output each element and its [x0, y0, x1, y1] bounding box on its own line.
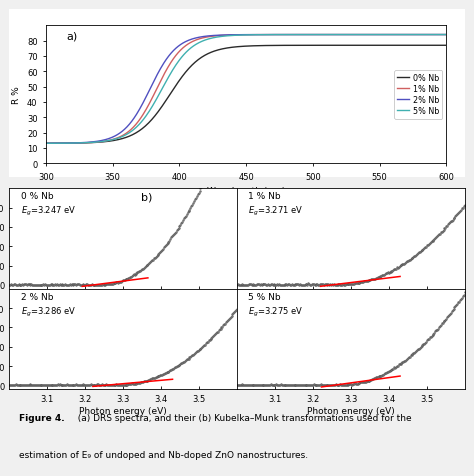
- Text: b): b): [141, 192, 153, 202]
- X-axis label: Photon energy (eV): Photon energy (eV): [79, 406, 167, 415]
- Text: $E_g$=3.275 eV: $E_g$=3.275 eV: [248, 305, 304, 318]
- Text: $E_g$=3.247 eV: $E_g$=3.247 eV: [21, 205, 76, 218]
- Text: 0 % Nb: 0 % Nb: [21, 192, 54, 201]
- X-axis label: Photon energy (eV): Photon energy (eV): [307, 406, 395, 415]
- Text: Figure 4.: Figure 4.: [18, 413, 64, 422]
- Text: 1 % Nb: 1 % Nb: [248, 192, 281, 201]
- Text: estimation of E₉ of undoped and Nb-doped ZnO nanostructures.: estimation of E₉ of undoped and Nb-doped…: [18, 450, 308, 459]
- Text: 5 % Nb: 5 % Nb: [248, 292, 281, 301]
- Text: $E_g$=3.286 eV: $E_g$=3.286 eV: [21, 305, 76, 318]
- Text: 2 % Nb: 2 % Nb: [21, 292, 54, 301]
- Text: $E_g$=3.271 eV: $E_g$=3.271 eV: [248, 205, 304, 218]
- Text: (a) DRS spectra, and their (b) Kubelka–Munk transformations used for the: (a) DRS spectra, and their (b) Kubelka–M…: [72, 413, 412, 422]
